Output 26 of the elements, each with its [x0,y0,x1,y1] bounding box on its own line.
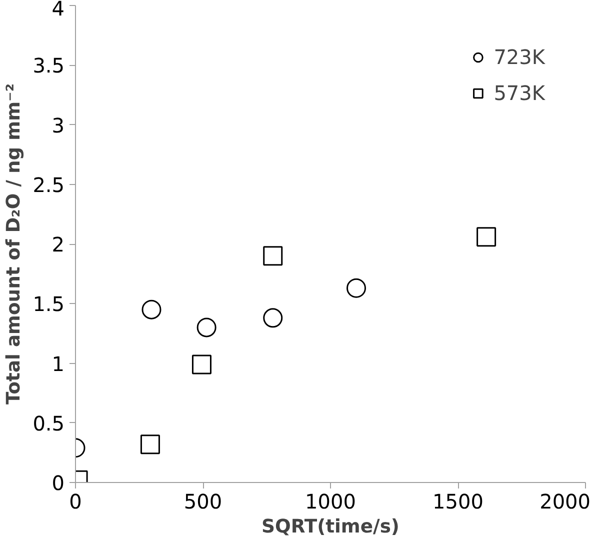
legend-label: 573K [494,81,545,105]
point [142,300,162,320]
x-tick-label: 1000 [305,490,356,514]
y-tick-label: 0 [52,471,65,495]
x-axis-title: SQRT(time/s) [262,516,400,538]
x-tick-label: 500 [184,490,222,514]
x-tick-label: 0 [69,490,82,514]
legend-label: 723K [494,45,545,69]
y-axis-title: Total amount of D₂O / ng mm⁻² [4,83,25,405]
point [140,434,160,454]
y-tick-label: 1 [52,352,65,376]
x-tick-label: 2000 [540,490,591,514]
point [263,246,283,266]
y-tick-label: 2 [52,232,65,256]
y-tick-label: 3.5 [32,54,65,78]
y-tick-label: 2.5 [32,172,65,197]
y-tick-label: 0.5 [32,411,65,436]
point [192,354,212,374]
y-tick-label: 4 [52,0,65,20]
y-tick-label: 3 [52,113,65,138]
point [263,308,283,328]
x-tick-label: 1500 [432,490,484,514]
point [346,278,366,298]
point [196,318,216,338]
y-tick-label: 1.5 [32,292,65,316]
point [476,227,496,247]
